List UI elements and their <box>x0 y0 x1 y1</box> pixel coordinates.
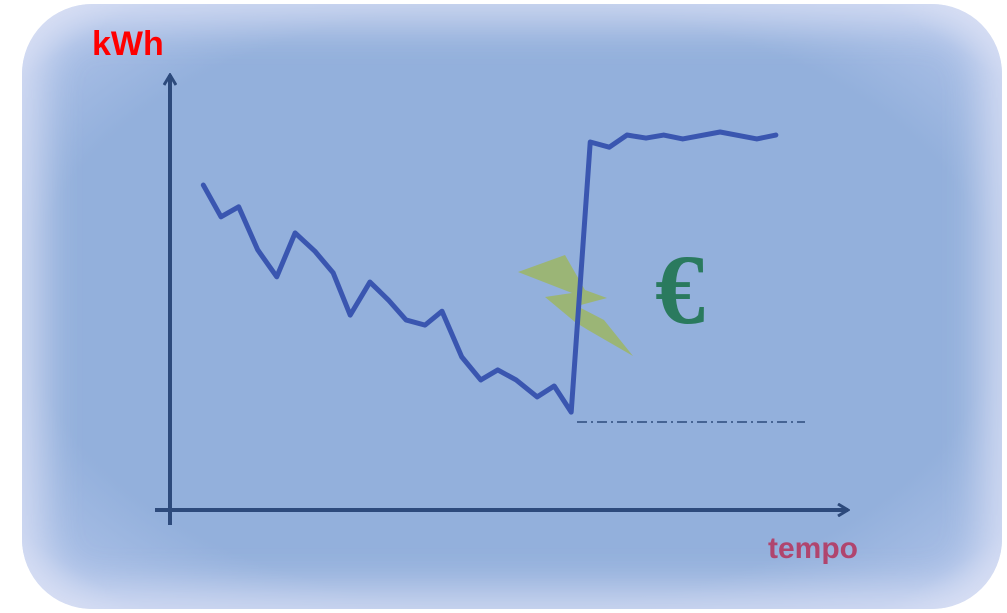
x-axis-label: tempo <box>768 532 858 565</box>
data-line <box>200 129 779 415</box>
y-axis-label: kWh <box>92 25 164 63</box>
annotation: € <box>655 234 705 345</box>
lightning-icon <box>518 255 633 356</box>
